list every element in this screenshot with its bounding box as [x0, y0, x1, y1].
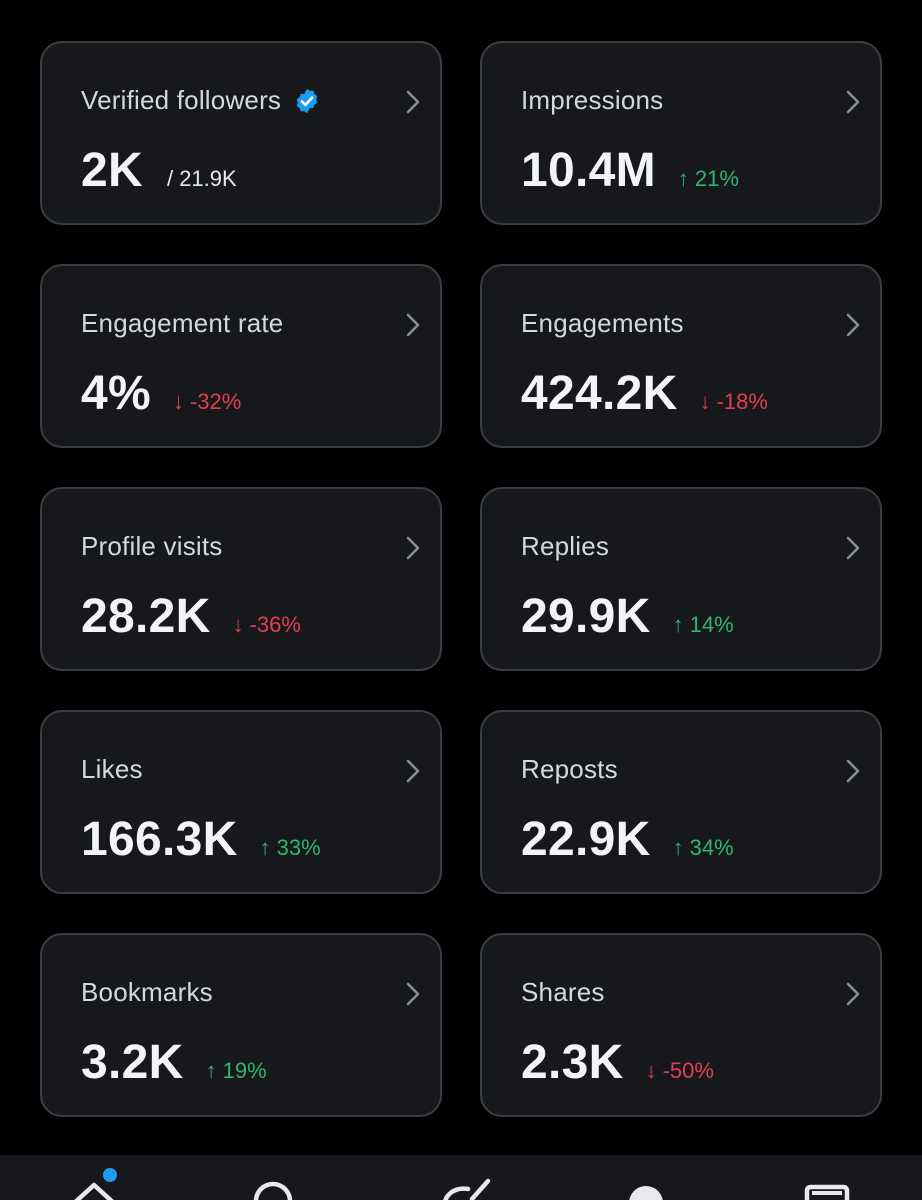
metric-delta-text: -36% — [249, 612, 301, 637]
metric-value-row: 28.2K ↓ -36% — [81, 589, 301, 644]
metric-value: 4% — [81, 367, 151, 420]
arrow-down-icon: ↓ — [699, 389, 711, 414]
metric-value-row: 424.2K ↓ -18% — [521, 366, 768, 421]
chevron-right-icon — [406, 759, 420, 783]
metric-card-verified-followers[interactable]: Verified followers 2K / 21.9K — [40, 41, 442, 225]
metric-value: 29.9K — [521, 590, 651, 643]
metric-value-row: 22.9K ↑ 34% — [521, 812, 734, 867]
metric-title: Verified followers — [81, 85, 321, 116]
metric-delta-text: 21% — [694, 166, 739, 191]
arrow-down-icon: ↓ — [232, 612, 244, 637]
chevron-right-icon — [406, 90, 420, 114]
chevron-right-icon — [846, 313, 860, 337]
metric-value-row: 4% ↓ -32% — [81, 366, 241, 421]
metric-delta-text: -50% — [662, 1058, 714, 1083]
metric-card-shares[interactable]: Shares 2.3K ↓ -50% — [480, 933, 882, 1117]
metric-value: 10.4M — [521, 144, 656, 197]
metric-card-reposts[interactable]: Reposts 22.9K ↑ 34% — [480, 710, 882, 894]
metric-value-row: 2.3K ↓ -50% — [521, 1035, 714, 1090]
bottom-nav-bar — [0, 1155, 922, 1200]
metric-title-text: Verified followers — [81, 85, 282, 115]
metric-card-engagement-rate[interactable]: Engagement rate 4% ↓ -32% — [40, 264, 442, 448]
metric-title: Bookmarks — [81, 977, 213, 1007]
metric-delta-text: -18% — [716, 389, 768, 414]
metrics-grid: Verified followers 2K / 21.9K Impression… — [40, 41, 882, 1117]
arrow-down-icon: ↓ — [645, 1058, 657, 1083]
metric-card-impressions[interactable]: Impressions 10.4M ↑ 21% — [480, 41, 882, 225]
metric-delta-text: 14% — [689, 612, 734, 637]
arrow-up-icon: ↑ — [672, 835, 684, 860]
metric-title: Reposts — [521, 754, 618, 784]
metric-delta: ↓ -18% — [700, 389, 768, 415]
arrow-up-icon: ↑ — [259, 835, 271, 860]
metric-delta-text: 34% — [689, 835, 734, 860]
metric-title: Engagement rate — [81, 308, 284, 338]
messages-icon[interactable] — [802, 1177, 852, 1200]
metric-title: Replies — [521, 531, 610, 561]
metric-delta: ↑ 33% — [260, 835, 321, 861]
chevron-right-icon — [846, 90, 860, 114]
metric-total: / 21.9K — [166, 166, 237, 191]
chevron-right-icon — [406, 536, 420, 560]
metric-delta: ↑ 34% — [673, 835, 734, 861]
metric-value-row: 3.2K ↑ 19% — [81, 1035, 267, 1090]
metric-value-row: 10.4M ↑ 21% — [521, 143, 739, 198]
chevron-right-icon — [846, 982, 860, 1006]
metric-value: 3.2K — [81, 1036, 184, 1089]
arrow-up-icon: ↑ — [672, 612, 684, 637]
profile-icon[interactable] — [624, 1177, 668, 1200]
metric-delta: ↑ 19% — [206, 1058, 267, 1084]
metric-delta-text: 19% — [222, 1058, 267, 1083]
chevron-right-icon — [406, 982, 420, 1006]
metric-value: 2K — [81, 144, 143, 197]
metric-value-row: 29.9K ↑ 14% — [521, 589, 734, 644]
metric-title: Impressions — [521, 85, 664, 115]
metric-value-row: 2K / 21.9K — [81, 143, 237, 198]
metric-title: Engagements — [521, 308, 684, 338]
home-notification-dot — [103, 1168, 117, 1182]
metric-title: Profile visits — [81, 531, 223, 561]
chevron-right-icon — [406, 313, 420, 337]
metric-value-row: 166.3K ↑ 33% — [81, 812, 321, 867]
metric-value: 166.3K — [81, 813, 238, 866]
metric-delta: ↓ -50% — [646, 1058, 714, 1084]
arrow-down-icon: ↓ — [172, 389, 184, 414]
metric-delta: ↓ -36% — [233, 612, 301, 638]
metric-value: 22.9K — [521, 813, 651, 866]
metric-value: 28.2K — [81, 590, 211, 643]
metric-delta: ↓ -32% — [173, 389, 241, 415]
metric-value: 2.3K — [521, 1036, 624, 1089]
metric-title: Shares — [521, 977, 605, 1007]
arrow-up-icon: ↑ — [677, 166, 689, 191]
metric-value: 424.2K — [521, 367, 678, 420]
metric-card-likes[interactable]: Likes 166.3K ↑ 33% — [40, 710, 442, 894]
metric-title: Likes — [81, 754, 143, 784]
metric-card-replies[interactable]: Replies 29.9K ↑ 14% — [480, 487, 882, 671]
metric-card-profile-visits[interactable]: Profile visits 28.2K ↓ -36% — [40, 487, 442, 671]
metric-card-bookmarks[interactable]: Bookmarks 3.2K ↑ 19% — [40, 933, 442, 1117]
grok-icon[interactable] — [436, 1177, 496, 1200]
metric-delta: ↑ 14% — [673, 612, 734, 638]
metric-delta-text: 33% — [276, 835, 321, 860]
verified-badge-icon — [296, 88, 318, 113]
home-icon[interactable] — [68, 1177, 120, 1200]
metric-card-engagements[interactable]: Engagements 424.2K ↓ -18% — [480, 264, 882, 448]
search-icon[interactable] — [250, 1177, 296, 1200]
metric-delta-text: -32% — [189, 389, 242, 414]
arrow-up-icon: ↑ — [205, 1058, 217, 1083]
chevron-right-icon — [846, 536, 860, 560]
chevron-right-icon — [846, 759, 860, 783]
metric-delta: ↑ 21% — [678, 166, 739, 192]
